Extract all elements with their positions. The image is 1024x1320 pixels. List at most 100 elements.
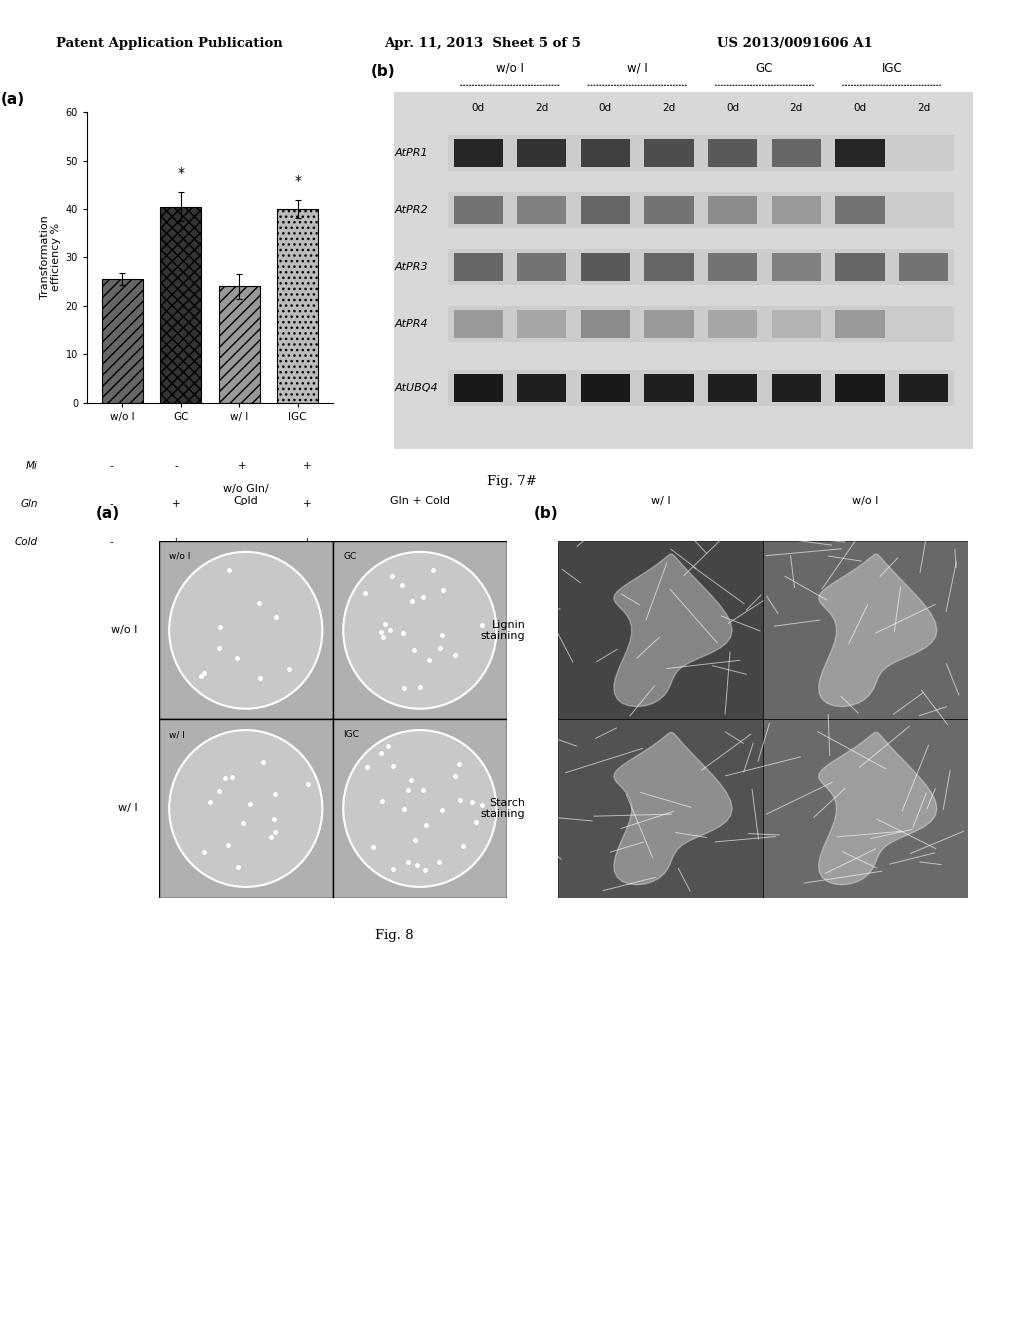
Text: +: + (303, 537, 311, 546)
Text: AtPR4: AtPR4 (394, 319, 428, 329)
Bar (644, 195, 693, 224)
Text: 2d: 2d (918, 103, 930, 114)
Text: (b): (b) (371, 63, 395, 79)
Text: Gln: Gln (20, 499, 38, 510)
Text: *: * (294, 174, 301, 189)
Bar (772, 253, 821, 281)
Text: 2d: 2d (790, 103, 803, 114)
Bar (101, 280, 142, 403)
Bar (709, 253, 758, 281)
Text: 0d: 0d (472, 103, 484, 114)
Bar (772, 139, 821, 168)
Text: GC: GC (756, 62, 773, 74)
Bar (454, 195, 503, 224)
Bar (836, 139, 885, 168)
Ellipse shape (343, 730, 497, 887)
Polygon shape (818, 554, 937, 706)
Text: Lignin
staining: Lignin staining (480, 619, 525, 642)
Text: w/o Gln/
Cold: w/o Gln/ Cold (223, 484, 268, 506)
Polygon shape (613, 733, 732, 884)
Text: -: - (110, 537, 114, 546)
Text: -: - (175, 462, 178, 471)
Text: AtPR3: AtPR3 (394, 263, 428, 272)
Bar (159, 719, 333, 898)
Bar (836, 195, 885, 224)
Text: *: * (177, 166, 184, 180)
Bar (454, 310, 503, 338)
Text: Apr. 11, 2013  Sheet 5 of 5: Apr. 11, 2013 Sheet 5 of 5 (384, 37, 581, 50)
Text: IGC: IGC (882, 62, 902, 74)
Bar (899, 253, 948, 281)
Ellipse shape (169, 730, 323, 887)
Text: AtPR1: AtPR1 (394, 148, 428, 158)
Bar (517, 139, 566, 168)
Bar (160, 206, 201, 403)
Text: IGC: IGC (343, 730, 359, 739)
Bar (558, 541, 763, 719)
Bar (644, 253, 693, 281)
Polygon shape (818, 733, 937, 884)
Bar (447, 135, 954, 170)
Bar (581, 195, 630, 224)
Text: 2d: 2d (663, 103, 676, 114)
Text: GC: GC (343, 552, 356, 561)
Bar (558, 719, 763, 898)
Text: 0d: 0d (726, 103, 739, 114)
Text: w/o I: w/o I (169, 552, 190, 561)
Bar (581, 374, 630, 403)
Bar (219, 286, 260, 403)
Bar (709, 310, 758, 338)
Bar (581, 253, 630, 281)
Text: (a): (a) (96, 506, 120, 520)
Ellipse shape (343, 552, 497, 709)
Bar (709, 195, 758, 224)
Bar (899, 374, 948, 403)
Text: w/ I: w/ I (169, 730, 185, 739)
Text: w/ I: w/ I (627, 62, 647, 74)
Polygon shape (613, 554, 732, 706)
Bar (644, 374, 693, 403)
Bar (159, 541, 333, 719)
Text: Fig. 7#: Fig. 7# (487, 475, 537, 488)
Bar (581, 310, 630, 338)
Bar (278, 209, 318, 403)
Text: Patent Application Publication: Patent Application Publication (56, 37, 283, 50)
Text: +: + (303, 462, 311, 471)
Bar (517, 374, 566, 403)
Text: w/o I: w/o I (852, 495, 879, 506)
Text: -: - (110, 462, 114, 471)
Text: w/ I: w/ I (118, 804, 138, 813)
Text: w/o I: w/o I (496, 62, 524, 74)
Text: US 2013/0091606 A1: US 2013/0091606 A1 (717, 37, 872, 50)
Text: w/o I: w/o I (112, 626, 138, 635)
Text: AtUBQ4: AtUBQ4 (394, 383, 438, 393)
Bar (836, 310, 885, 338)
Bar (836, 253, 885, 281)
Bar (644, 310, 693, 338)
Text: (a): (a) (1, 92, 26, 107)
Text: -: - (110, 499, 114, 510)
Text: Starch
staining: Starch staining (480, 797, 525, 820)
Text: AtPR2: AtPR2 (394, 205, 428, 215)
Text: (b): (b) (534, 506, 558, 520)
Text: Fig. 8: Fig. 8 (375, 929, 414, 942)
Bar (454, 253, 503, 281)
Text: Cold: Cold (14, 537, 38, 546)
Text: +: + (238, 462, 246, 471)
Bar (333, 541, 507, 719)
Bar (763, 541, 968, 719)
Bar (763, 719, 968, 898)
Text: -: - (240, 537, 244, 546)
Bar (447, 306, 954, 342)
Bar (517, 195, 566, 224)
Bar (644, 139, 693, 168)
Bar (454, 374, 503, 403)
Bar (333, 719, 507, 898)
Bar (709, 374, 758, 403)
Bar (517, 253, 566, 281)
Text: w/ I: w/ I (650, 495, 671, 506)
Bar (454, 139, 503, 168)
Bar (836, 374, 885, 403)
Text: +: + (172, 499, 181, 510)
Text: -: - (240, 499, 244, 510)
